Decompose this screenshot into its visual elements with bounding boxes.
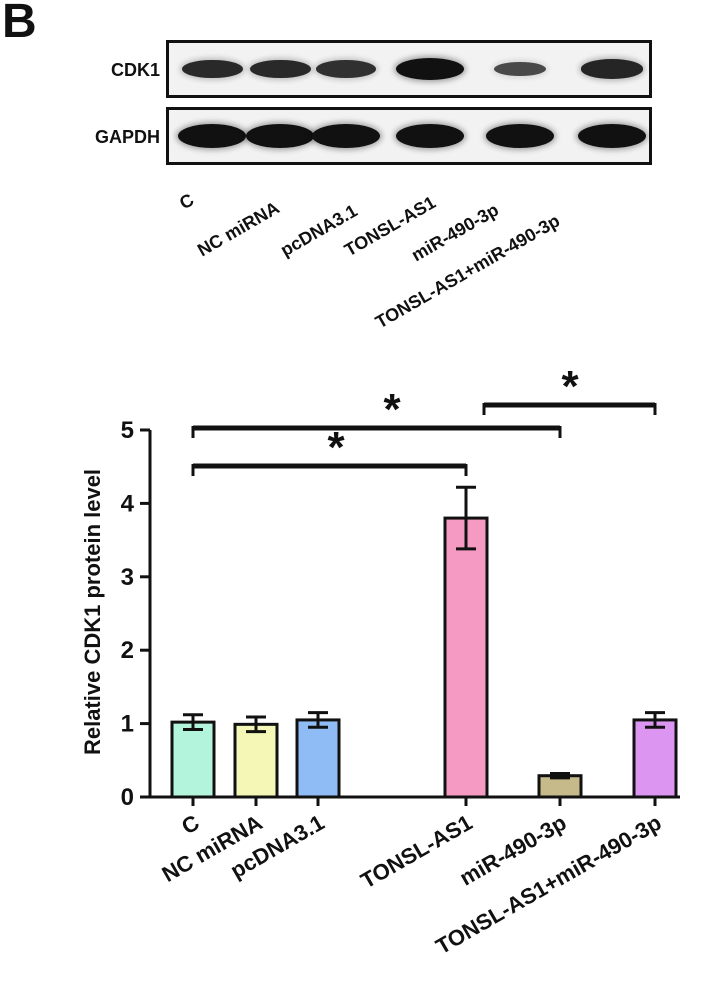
gapdh-band — [178, 124, 246, 148]
gapdh-blot-strip — [166, 107, 652, 165]
blot-row-label-gapdh: GAPDH — [94, 127, 160, 147]
x-tick-label: TONSL-AS1+miR-490-3p — [432, 810, 666, 960]
blot-row-label-cdk1: CDK1 — [110, 60, 160, 80]
gapdh-band — [396, 124, 464, 148]
bar — [537, 774, 583, 799]
significance-star: * — [383, 385, 401, 434]
bar — [170, 720, 216, 799]
x-tick-label: TONSL-AS1 — [356, 810, 476, 894]
significance-star: * — [561, 362, 579, 411]
blot-lane-label: NC miRNA — [194, 197, 283, 261]
bar — [443, 516, 489, 799]
x-tick-label: miR-490-3p — [455, 810, 570, 891]
cdk1-band — [493, 61, 547, 77]
cdk1-band — [580, 59, 644, 79]
gapdh-band — [578, 124, 646, 148]
panel-letter: B — [2, 0, 37, 48]
cdk1-band — [396, 58, 464, 80]
gapdh-band — [246, 124, 314, 148]
y-tick-label: 4 — [121, 490, 135, 517]
y-tick-label: 0 — [121, 784, 134, 811]
cdk1-blot-strip — [166, 40, 652, 98]
y-tick-label: 1 — [121, 711, 134, 738]
significance-star: * — [327, 423, 345, 472]
cdk1-band — [181, 59, 243, 79]
x-tick-label: pcDNA3.1 — [226, 810, 328, 884]
cdk1-band — [316, 60, 376, 78]
y-tick-label: 5 — [121, 417, 134, 444]
gapdh-band — [312, 124, 380, 148]
y-tick-label: 2 — [121, 637, 134, 664]
bar — [295, 718, 341, 799]
y-tick-label: 3 — [121, 564, 134, 591]
x-tick-label: NC miRNA — [158, 810, 267, 887]
x-tick-label: C — [177, 810, 203, 840]
bar — [632, 718, 678, 799]
y-axis-label: Relative CDK1 protein level — [80, 469, 105, 755]
gapdh-band — [486, 124, 554, 148]
blot-lane-label: C — [176, 189, 198, 214]
cdk1-band — [249, 59, 311, 79]
bar — [233, 722, 279, 799]
